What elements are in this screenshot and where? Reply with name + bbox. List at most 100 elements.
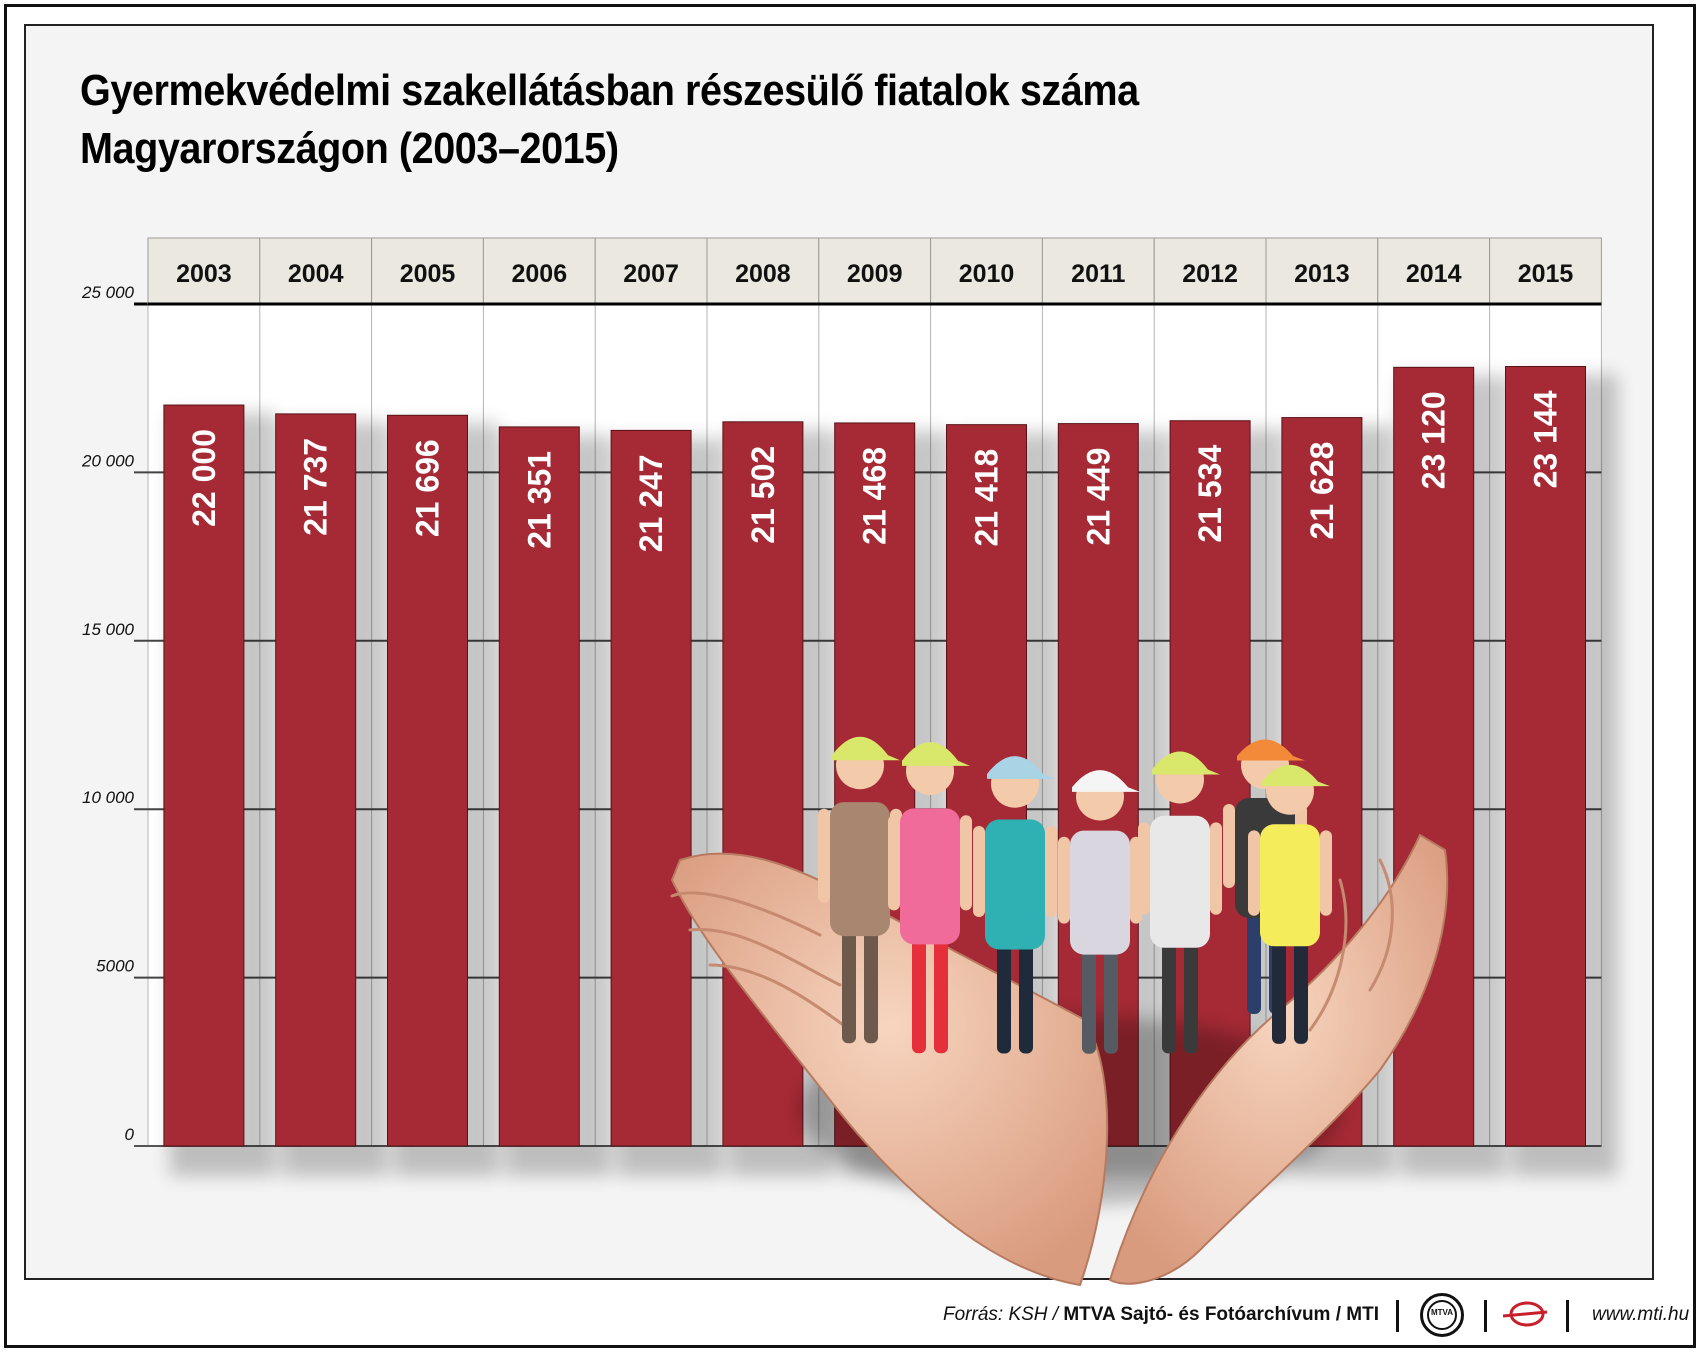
child-leg (1082, 942, 1096, 1054)
child-leg (1184, 934, 1198, 1054)
year-header-cell (259, 237, 373, 305)
x-tick-label: 2007 (623, 260, 679, 288)
divider (1396, 1300, 1399, 1332)
x-tick-label: 2012 (1182, 260, 1238, 288)
child-arm (1248, 830, 1260, 916)
child-cap (1262, 764, 1330, 787)
bar (610, 429, 692, 1147)
child-leg (1294, 934, 1308, 1044)
child-arm (818, 808, 830, 903)
data-label: 23 144 (1528, 390, 1564, 488)
child-body (985, 819, 1045, 950)
y-tick-label: 25 000 (81, 283, 135, 302)
child-body (900, 808, 960, 945)
chart-title-line2: Magyarországon (2003–2015) (80, 124, 619, 173)
x-tick-label: 2010 (959, 260, 1015, 288)
y-tick-label: 20 000 (81, 451, 135, 470)
child-cap (1152, 751, 1220, 775)
divider (1566, 1300, 1569, 1332)
child-leg (864, 922, 878, 1044)
bar (275, 413, 357, 1147)
child-arm (1045, 826, 1057, 917)
divider (1484, 1300, 1487, 1332)
data-label: 21 418 (969, 449, 1005, 547)
mtva-logo-text: MTVA (1430, 1308, 1454, 1317)
year-header-cell (147, 237, 261, 305)
data-label: 21 468 (857, 447, 893, 545)
child-leg (842, 922, 856, 1044)
data-label: 21 502 (745, 446, 781, 544)
child-leg (1019, 936, 1033, 1054)
year-header-cell (371, 237, 484, 305)
child-arm (1210, 822, 1222, 915)
data-label: 21 449 (1080, 448, 1116, 546)
child-leg (1247, 906, 1261, 1014)
child-arm (960, 815, 972, 911)
year-header-cell (482, 237, 596, 305)
data-label: 21 737 (298, 438, 334, 536)
chart-title-line1: Gyermekvédelmi szakellátásban részesülő … (80, 66, 1139, 115)
footer: Forrás: KSH / MTVA Sajtó- és Fotóarchívu… (0, 1292, 1704, 1342)
child-cap (902, 742, 970, 766)
bar (387, 414, 468, 1147)
x-tick-label: 2008 (735, 260, 791, 288)
data-label: 21 628 (1304, 442, 1340, 540)
x-tick-label: 2015 (1518, 260, 1574, 288)
data-label: 21 696 (410, 439, 446, 537)
x-tick-label: 2013 (1294, 260, 1350, 288)
child-cap (1237, 739, 1305, 761)
chart-title: Gyermekvédelmi szakellátásban részesülő … (80, 62, 1139, 178)
child-arm (973, 826, 985, 917)
child-arm (1320, 830, 1332, 916)
right-hand-fingers (1308, 858, 1394, 1032)
bar (163, 404, 245, 1147)
mtva-logo-icon (1420, 1293, 1464, 1337)
child-arm (1058, 836, 1070, 924)
x-tick-label: 2011 (1071, 260, 1125, 288)
year-header-cell (706, 237, 820, 305)
source-prefix: Forrás: KSH / (943, 1304, 1064, 1325)
x-tick-label: 2006 (511, 260, 567, 288)
data-label: 21 534 (1192, 445, 1228, 543)
x-tick-label: 2004 (288, 260, 344, 288)
mti-logo-icon (1502, 1301, 1548, 1327)
year-header-cell (594, 237, 708, 305)
child-cap (832, 736, 900, 761)
x-tick-label: 2009 (847, 260, 903, 288)
child-arm (888, 815, 900, 911)
outer-frame (4, 4, 1696, 1348)
child-leg (912, 930, 926, 1054)
y-tick-label: 5000 (96, 957, 134, 976)
child-arm (1223, 804, 1235, 888)
child-leg (997, 936, 1011, 1054)
child-cap (1072, 770, 1140, 792)
year-header-cell (818, 237, 932, 305)
bar (1505, 366, 1586, 1147)
child-body (1260, 824, 1320, 947)
x-tick-label: 2014 (1406, 260, 1462, 288)
data-label: 21 351 (521, 451, 557, 549)
x-tick-label: 2003 (176, 260, 232, 288)
child-leg (1272, 934, 1286, 1044)
child-leg (934, 930, 948, 1054)
left-hand-fingers (670, 891, 852, 1032)
child-body (1150, 815, 1210, 948)
year-header-cell (1153, 237, 1267, 305)
child-arm (1138, 822, 1150, 915)
y-tick-label: 0 (125, 1125, 135, 1144)
year-header-cell (1265, 237, 1379, 305)
website-url: www.mti.hu (1592, 1304, 1690, 1325)
hands-holding-children-illustration (670, 736, 1449, 1287)
bar (498, 426, 580, 1147)
y-tick-label: 15 000 (82, 620, 135, 639)
data-label: 23 120 (1416, 391, 1452, 489)
child-body (830, 802, 890, 937)
data-label: 22 000 (186, 429, 222, 527)
child-body (1070, 830, 1130, 955)
child-leg (1104, 942, 1118, 1054)
child-leg (1162, 934, 1176, 1054)
x-tick-label: 2005 (400, 260, 456, 288)
child-cap (987, 756, 1055, 779)
source-bold: MTVA Sajtó- és Fotóarchívum / MTI (1063, 1304, 1379, 1325)
